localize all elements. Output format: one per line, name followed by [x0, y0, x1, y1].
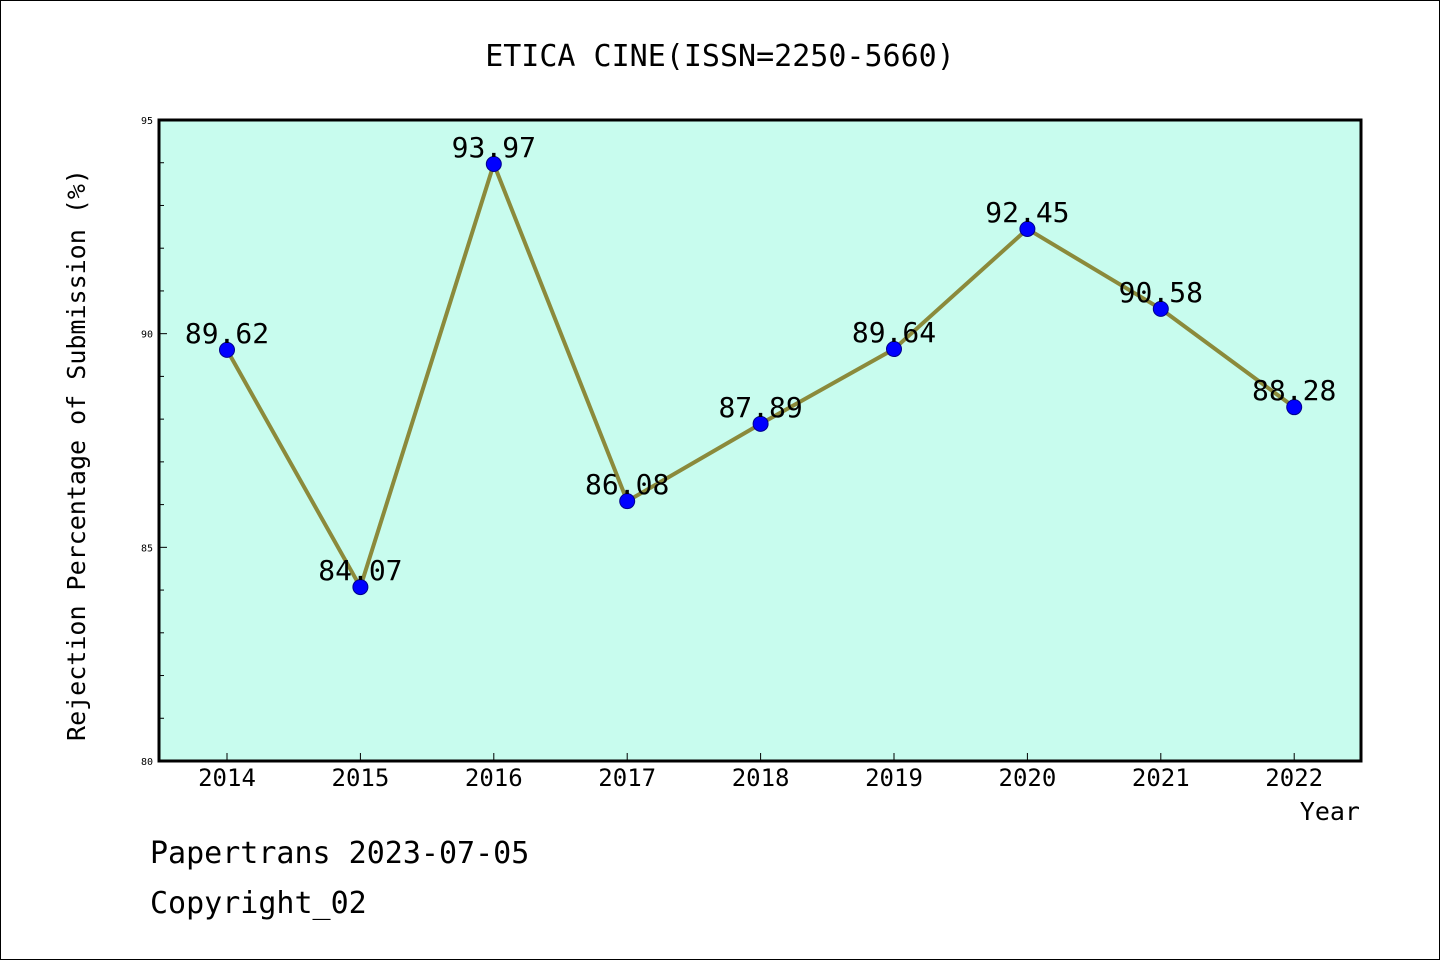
data-label: 93.97 — [452, 131, 536, 164]
y-tick-label: 80 — [141, 757, 153, 768]
data-point — [1286, 399, 1303, 416]
data-label: 90.58 — [1119, 276, 1203, 309]
footer-copyright: Copyright_02 — [150, 886, 367, 921]
data-point — [485, 156, 502, 173]
y-tick-label: 85 — [141, 543, 153, 554]
chart-title: ETICA CINE(ISSN=2250-5660) — [485, 39, 955, 74]
data-label: 89.64 — [852, 316, 936, 349]
data-label: 92.45 — [985, 196, 1069, 229]
data-label: 86.08 — [585, 468, 669, 501]
x-tick-label: 2020 — [999, 764, 1057, 792]
data-point — [619, 493, 636, 510]
x-tick-label: 2021 — [1132, 764, 1190, 792]
y-axis-label: Rejection Percentage of Submission (%) — [62, 169, 91, 741]
x-tick-label: 2016 — [465, 764, 523, 792]
data-label: 87.89 — [718, 391, 802, 424]
x-tick-label: 2022 — [1265, 764, 1323, 792]
x-axis: 2014 2015 2016 2017 2018 2019 2020 2021 2022 — [198, 753, 1323, 792]
y-tick-label: 90 — [141, 330, 153, 341]
footer-date: Papertrans 2023-07-05 — [150, 836, 530, 871]
data-label: 89.62 — [185, 317, 269, 350]
x-tick-label: 2018 — [732, 764, 790, 792]
plot-area — [157, 118, 1363, 763]
series-layer — [219, 156, 1303, 596]
data-point — [1019, 220, 1036, 237]
data-point — [752, 415, 769, 432]
x-tick-label: 2014 — [198, 764, 256, 792]
x-axis-label: Year — [1300, 797, 1360, 826]
data-point — [219, 341, 235, 358]
y-tick-label: 95 — [141, 116, 153, 127]
data-point — [352, 579, 369, 596]
data-label: 84.07 — [318, 554, 402, 587]
x-tick-label: 2017 — [598, 764, 656, 792]
y-axis: 80 85 90 95 — [141, 116, 167, 768]
data-label: 88.28 — [1252, 374, 1336, 407]
data-point — [1152, 300, 1169, 317]
x-tick-label: 2019 — [865, 764, 923, 792]
data-labels: 89.62 84.07 93.97 86.08 87.89 89.64 92.45 90.58… — [185, 131, 1336, 587]
x-tick-label: 2015 — [332, 764, 390, 792]
data-point — [886, 341, 902, 358]
